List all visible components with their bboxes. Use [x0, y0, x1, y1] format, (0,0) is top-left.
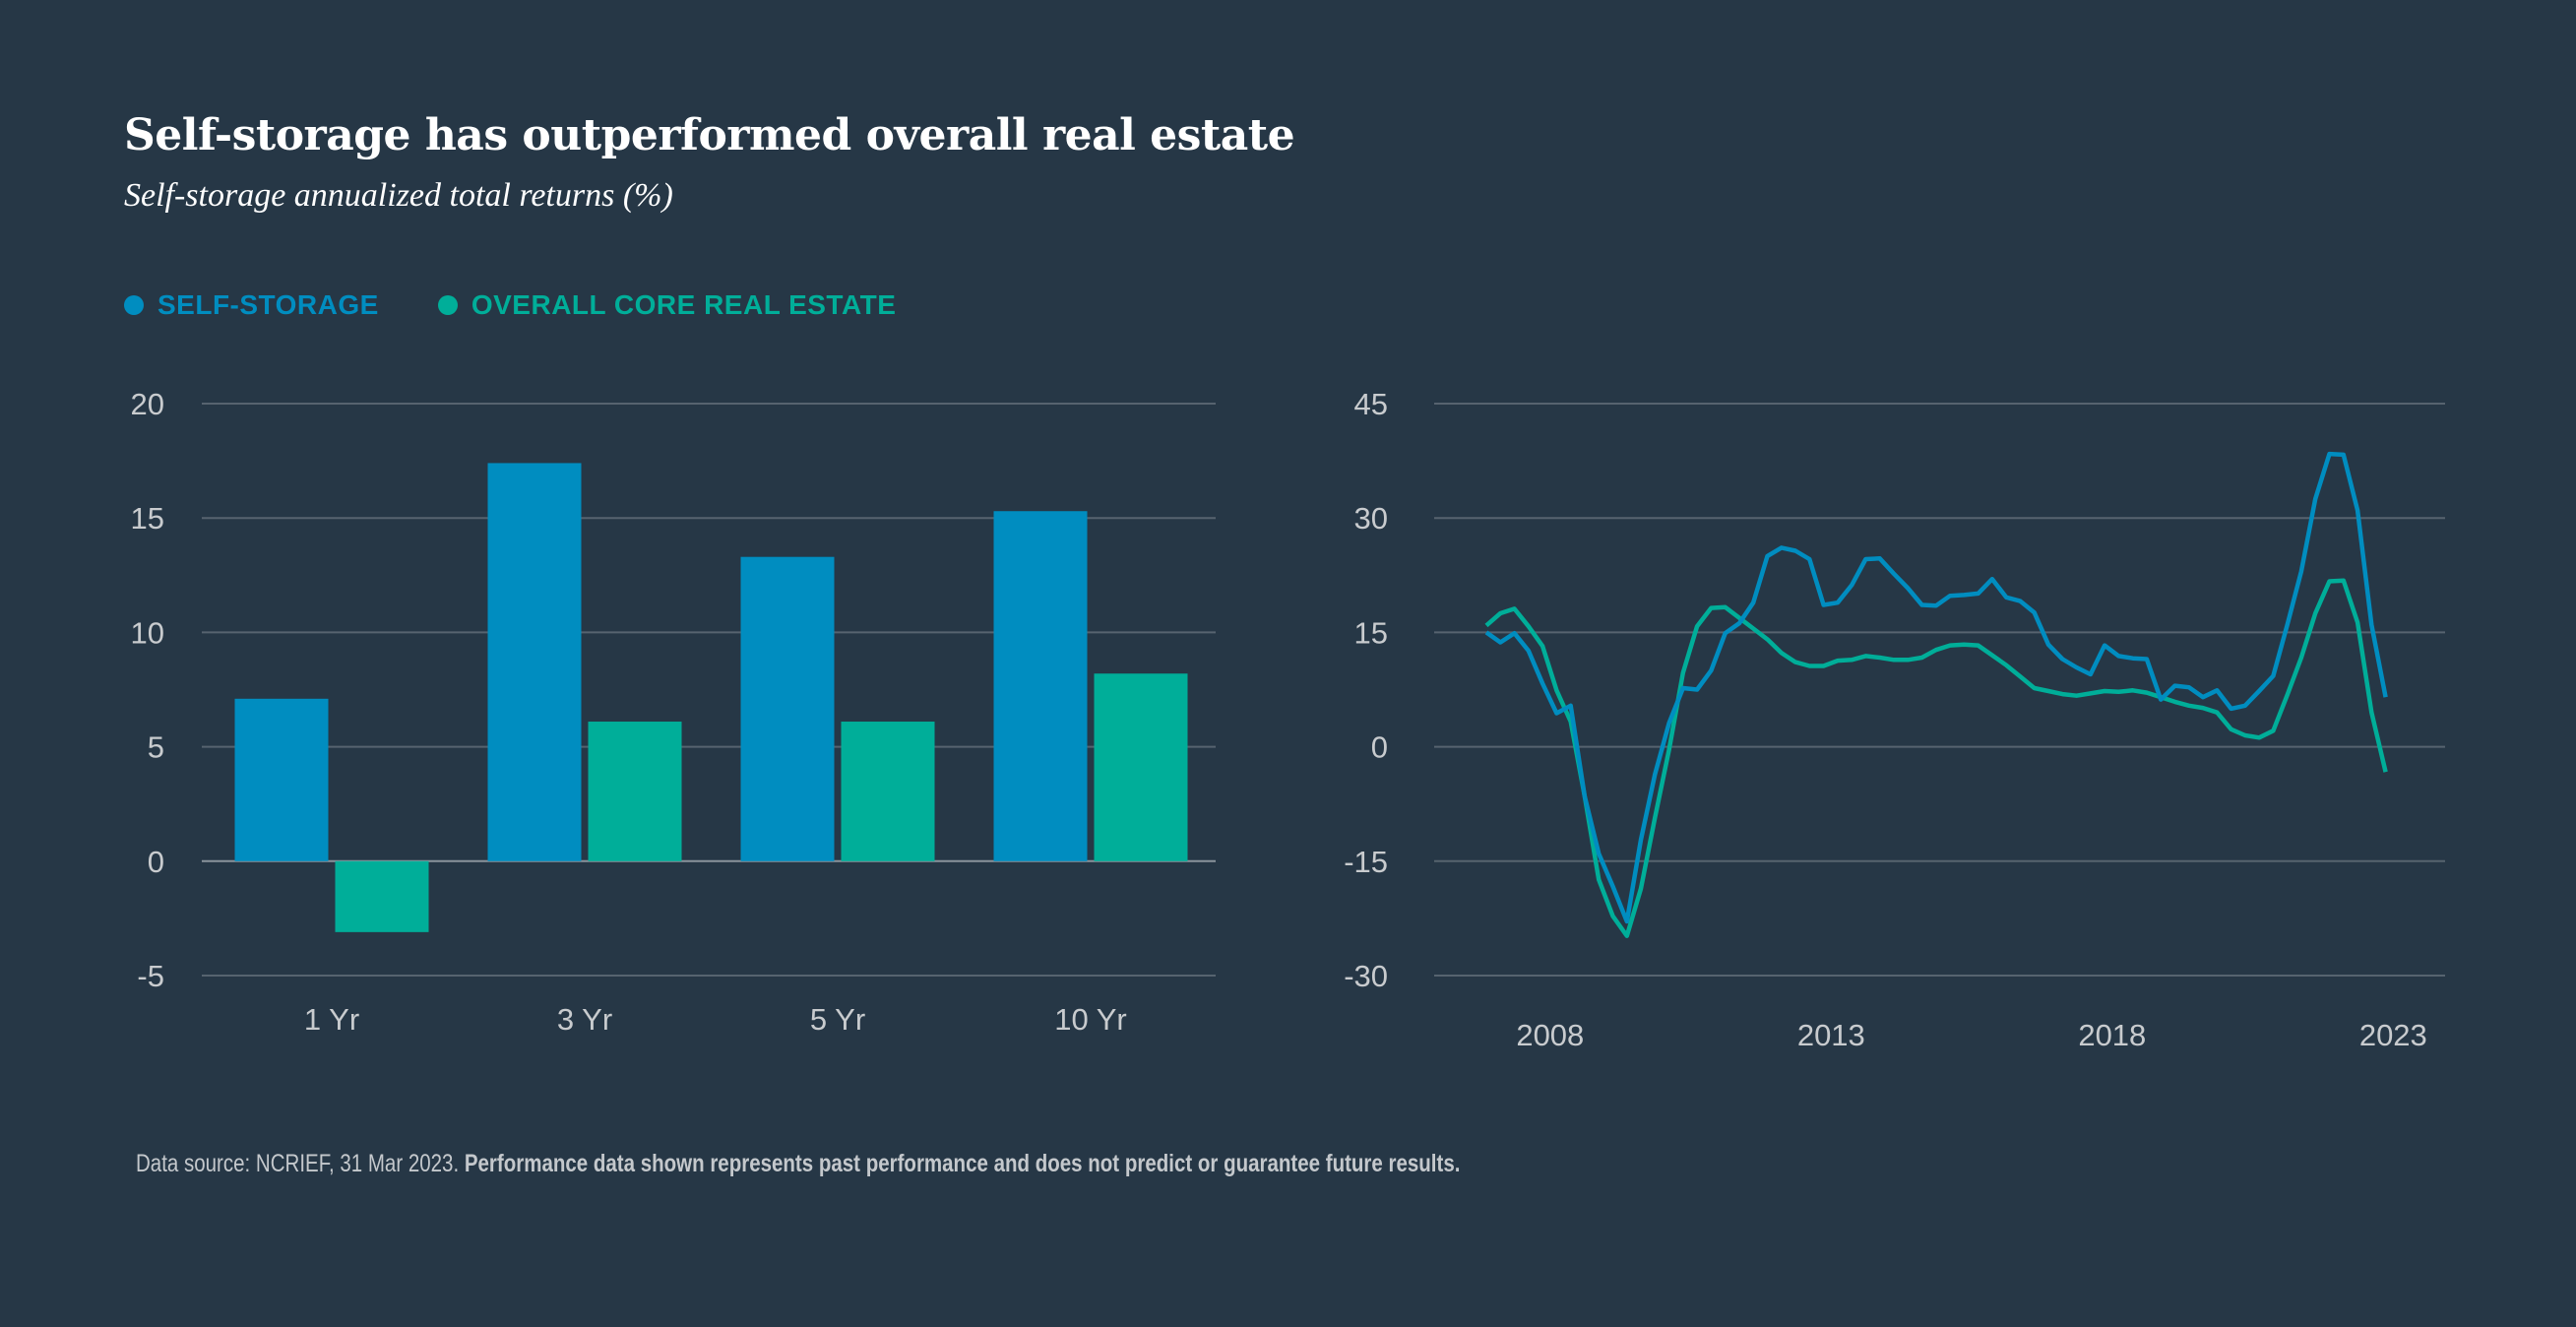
chart-title: Self-storage has outperformed overall re…: [124, 110, 1295, 160]
y-tick-label: 10: [131, 615, 164, 650]
legend-swatch-core-real-estate: [437, 295, 458, 315]
legend-item-core-real-estate: OVERALL CORE REAL ESTATE: [437, 289, 897, 321]
y-tick-label: 15: [131, 501, 164, 536]
y-tick-label: 15: [1354, 615, 1388, 650]
line-core-real-estate: [1484, 578, 2388, 938]
y-tick-label: 20: [131, 387, 164, 421]
footnote: Data source: NCRIEF, 31 Mar 2023. Perfor…: [136, 1150, 1460, 1178]
legend-label: SELF-STORAGE: [157, 289, 379, 320]
x-tick-label: 2018: [2078, 1018, 2146, 1052]
bar-self-storage: [740, 556, 835, 861]
x-tick-label: 2023: [2359, 1018, 2427, 1052]
x-tick-label: 2008: [1516, 1018, 1584, 1052]
y-tick-label: -15: [1344, 845, 1388, 879]
y-tick-label: 5: [148, 730, 164, 765]
x-tick-label: 1 Yr: [304, 1002, 359, 1037]
legend: SELF-STORAGE OVERALL CORE REAL ESTATE: [124, 289, 896, 321]
bar-core-real-estate: [841, 722, 935, 861]
y-tick-label: -30: [1344, 959, 1388, 993]
y-tick-label: 0: [1371, 730, 1388, 765]
legend-swatch-self-storage: [124, 295, 144, 315]
bar-core-real-estate: [1094, 673, 1188, 861]
bar-core-real-estate: [335, 860, 429, 932]
y-tick-label: 30: [1354, 501, 1388, 536]
footnote-source: Data source: NCRIEF, 31 Mar 2023.: [136, 1150, 460, 1177]
y-tick-label: 45: [1354, 387, 1388, 421]
x-tick-label: 3 Yr: [557, 1002, 612, 1037]
x-tick-label: 10 Yr: [1054, 1002, 1127, 1037]
legend-label: OVERALL CORE REAL ESTATE: [471, 289, 897, 320]
bar-self-storage: [487, 463, 582, 861]
x-tick-label: 2013: [1797, 1018, 1865, 1052]
footnote-disclaimer: Performance data shown represents past p…: [464, 1150, 1461, 1177]
y-tick-label: -5: [137, 959, 164, 993]
bar-core-real-estate: [588, 722, 682, 861]
bar-self-storage: [234, 698, 329, 861]
x-tick-label: 5 Yr: [810, 1002, 865, 1037]
legend-item-self-storage: SELF-STORAGE: [124, 289, 379, 321]
chart-subtitle: Self-storage annualized total returns (%…: [124, 177, 673, 214]
line-self-storage: [1484, 451, 2388, 924]
y-tick-label: 0: [148, 845, 164, 879]
bar-self-storage: [993, 511, 1088, 861]
